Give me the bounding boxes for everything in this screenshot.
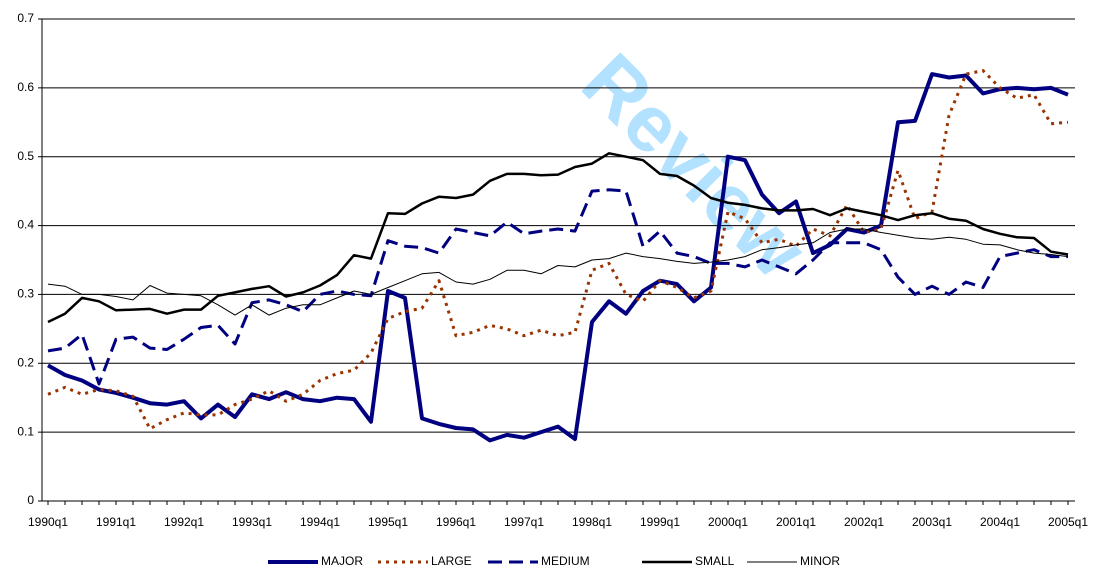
y-tick-label: 0.7: [17, 11, 34, 25]
x-tick-label: 2003q1: [912, 515, 952, 529]
series-line: [47, 69, 1069, 431]
series-line: [47, 188, 1068, 386]
y-tick-label: 0.5: [17, 149, 34, 163]
x-tick-label: 1991q1: [96, 515, 136, 529]
x-tick-label: 2005q1: [1048, 515, 1088, 529]
x-tick-label: 1992q1: [164, 515, 204, 529]
y-tick-label: 0.4: [17, 218, 34, 232]
watermark: Review: [566, 37, 824, 295]
x-tick-label: 2001q1: [776, 515, 816, 529]
series-line: [47, 72, 1069, 443]
legend-label: SMALL: [695, 554, 735, 568]
y-tick-label: 0.1: [17, 424, 34, 438]
legend-label: MINOR: [800, 554, 840, 568]
x-tick-label: 1998q1: [572, 515, 612, 529]
series-line: [47, 228, 1069, 316]
x-tick-label: 2004q1: [980, 515, 1020, 529]
legend-label: MEDIUM: [541, 554, 590, 568]
y-tick-label: 0.6: [17, 80, 34, 94]
x-tick-label: 1995q1: [368, 515, 408, 529]
x-tick-label: 2002q1: [844, 515, 884, 529]
x-tick-label: 1997q1: [504, 515, 544, 529]
y-tick-label: 0: [27, 493, 34, 507]
x-tick-label: 1994q1: [300, 515, 340, 529]
legend-label: LARGE: [431, 554, 472, 568]
x-tick-label: 1996q1: [436, 515, 476, 529]
x-tick-label: 1993q1: [232, 515, 272, 529]
x-tick-label: 2000q1: [708, 515, 748, 529]
legend-label: MAJOR: [321, 554, 363, 568]
y-tick-label: 0.2: [17, 355, 34, 369]
x-tick-label: 1990q1: [28, 515, 68, 529]
series-line: [47, 152, 1069, 324]
y-tick-label: 0.3: [17, 287, 34, 301]
x-tick-label: 1999q1: [640, 515, 680, 529]
